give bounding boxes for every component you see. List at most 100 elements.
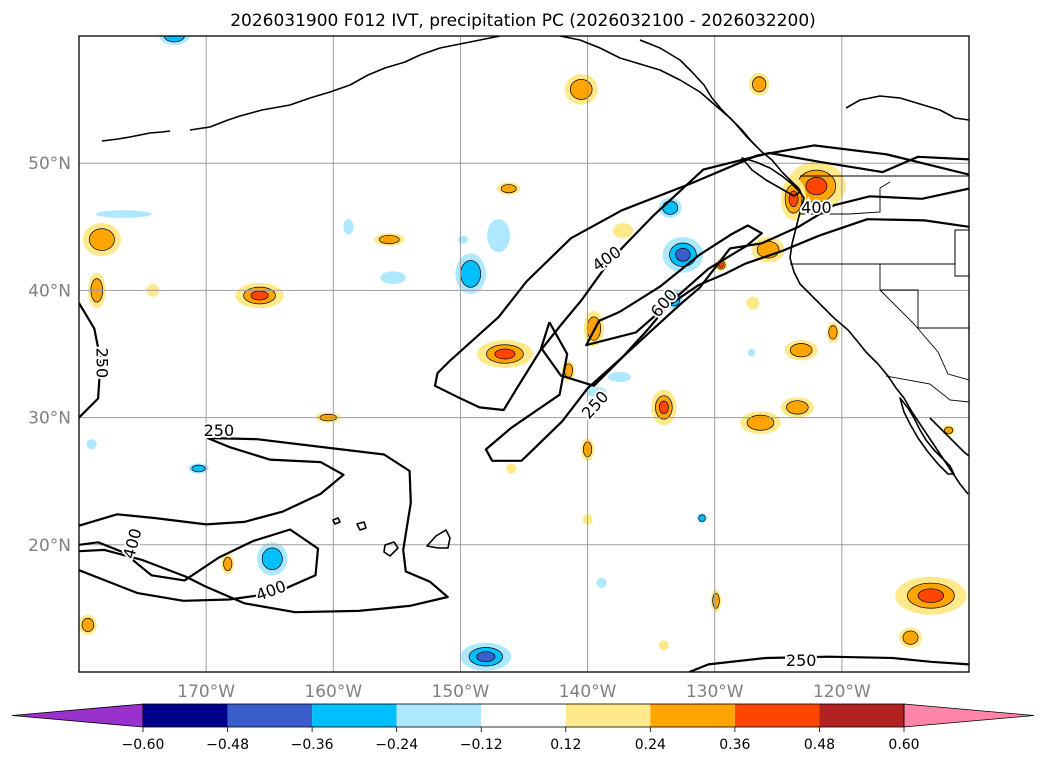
precip-pc-level: [917, 588, 945, 603]
precip-pc-level: [163, 36, 185, 43]
precip-pc-blob: [607, 371, 631, 382]
precip-pc-level: [586, 387, 607, 398]
precip-pc-level: [786, 400, 809, 415]
precip-pc-blob: [658, 640, 669, 651]
precip-pc-blob: [651, 389, 677, 426]
precip-pc-blob: [740, 411, 781, 435]
coastlines: [101, 36, 969, 557]
latitude-tick-labels: 20°N 30°N 40°N 50°N: [28, 154, 71, 556]
ivt-contour-250: [79, 302, 102, 419]
precip-pc-blob: [662, 236, 704, 273]
precip-pc-blob: [710, 589, 722, 613]
precip-pc-level: [460, 260, 482, 288]
precip-pc-level: [88, 228, 115, 251]
colorbar-tick-label: −0.48: [206, 737, 249, 753]
alaska-peninsula-coastline: [189, 36, 501, 131]
aleutian-coastline: [101, 130, 171, 142]
precip-pc-level: [86, 439, 97, 450]
precip-pc-level: [613, 222, 634, 239]
precip-pc-level: [487, 219, 511, 253]
precip-pc-level: [95, 210, 152, 218]
precip-pc-level: [805, 177, 828, 196]
precip-pc-blob: [86, 439, 97, 450]
precip-pc-blob: [235, 282, 284, 309]
ivt-contour-250: [79, 436, 449, 614]
colorbar-segment: [734, 704, 820, 727]
colorbar-tick-label: 0.24: [635, 737, 666, 753]
precip-pc-level: [596, 577, 607, 589]
precip-pc-level: [658, 640, 669, 651]
precip-pc-level: [746, 296, 760, 310]
precip-pc-blob: [564, 74, 598, 105]
precip-pc-level: [380, 271, 406, 285]
longitude-tick-label: 130°W: [686, 682, 744, 702]
colorbar-tick-label: −0.12: [460, 737, 503, 753]
colorbar-extend-low: [11, 703, 144, 728]
idaho-border: [954, 230, 969, 277]
precip-pc-level: [789, 343, 813, 358]
precip-pc-blob: [780, 397, 814, 418]
colorbar-segment: [227, 704, 313, 727]
precip-pc-blob: [82, 222, 121, 257]
nevada-border: [879, 264, 969, 329]
ivt-contour-label: 250: [92, 348, 111, 379]
ivt-contour-250: [484, 187, 969, 462]
precip-pc-level: [944, 426, 954, 435]
ivt-contour-600: [585, 224, 763, 347]
colorbar-tick-labels: −0.60 −0.48 −0.36 −0.24 −0.12 0.12 0.24 0.36 0.4…: [122, 727, 920, 753]
ivt-contour-400: [540, 218, 969, 387]
latitude-tick-label: 30°N: [28, 409, 71, 429]
precip-pc-blob: [476, 340, 533, 368]
precip-pc-level: [746, 414, 775, 431]
latitude-tick-label: 40°N: [28, 281, 71, 301]
hawaii-big-island: [426, 529, 451, 549]
precip-pc-blob: [79, 614, 97, 636]
longitude-tick-label: 160°W: [304, 682, 362, 702]
precip-pc-level: [261, 547, 283, 571]
precip-pc-blob: [749, 72, 770, 96]
hawaii-maui: [383, 541, 399, 557]
precip-pc-level: [457, 235, 469, 244]
ivt-contour-label: 250: [204, 421, 235, 440]
precip-pc-level: [607, 371, 631, 382]
longitude-tick-label: 170°W: [177, 682, 235, 702]
precip-pc-level: [191, 464, 206, 473]
precip-pc-level: [223, 556, 233, 571]
longitude-tick-label: 140°W: [559, 682, 617, 702]
precip-pc-blob: [343, 219, 354, 235]
precip-pc-blob: [457, 235, 469, 244]
colorbar-segment: [312, 704, 397, 727]
longitude-tick-label: 150°W: [432, 682, 490, 702]
ivt-contour-250: [79, 436, 345, 527]
us-west-coastline: [781, 171, 969, 495]
colorbar-segment: [565, 704, 651, 727]
precip-pc-blob: [596, 577, 607, 589]
alaska-panhandle-islands: [639, 39, 757, 147]
precip-pc-level: [902, 630, 919, 645]
colorbar-tick-label: −0.36: [291, 737, 334, 753]
precip-pc-level: [494, 348, 516, 360]
colorbar-tick-label: −0.60: [122, 737, 165, 753]
colorbar-tick-label: −0.24: [375, 737, 418, 753]
precip-pc-blob: [613, 222, 634, 239]
colorbar-segment: [396, 704, 482, 727]
baja-california: [899, 397, 955, 475]
precip-pc-blob: [380, 271, 406, 285]
precip-pc-blob: [899, 627, 922, 648]
precip-pc-level: [712, 592, 720, 609]
colorbar-tick-label: 0.36: [719, 737, 750, 753]
precip-pc-blob: [586, 387, 607, 398]
precip-pc-blob: [221, 553, 235, 575]
precip-pc-level: [569, 78, 593, 100]
ivt-contours: [79, 144, 969, 672]
latitude-tick-label: 20°N: [28, 536, 71, 556]
california-nevada-border: [879, 289, 969, 381]
precip-pc-blob: [373, 233, 405, 246]
precip-pc-blob: [159, 36, 190, 45]
colorbar-segment: [481, 704, 566, 727]
precip-pc-blob: [257, 542, 288, 576]
latitude-tick-label: 50°N: [28, 154, 71, 174]
precip-pc-level: [506, 463, 517, 474]
